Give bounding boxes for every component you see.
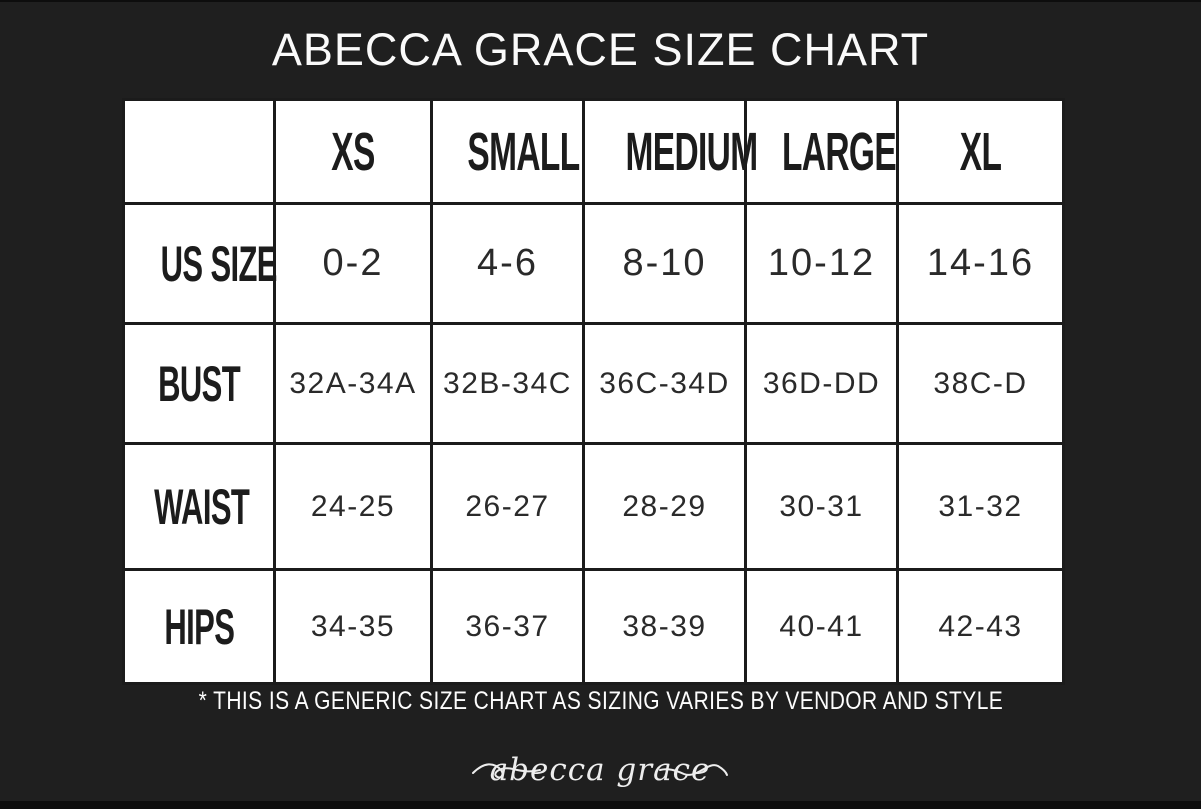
flourish-left-icon [472,763,541,779]
header-cell-small: SMALL [430,98,585,205]
header-label: MEDIUM [625,121,758,182]
signature-text: abecca grace [490,752,711,788]
brand-signature: abecca grace [470,735,730,805]
bottom-edge-strip [0,801,1201,809]
table-cell: 38-39 [582,568,747,685]
row-label: US SIZE [160,235,278,292]
header-label: XL [959,121,1002,182]
table-cell: 28-29 [582,442,747,571]
header-label: LARGE [781,121,897,182]
row-label-cell-us-size: US SIZE [122,202,278,325]
table-header-row: XS SMALL MEDIUM LARGE XL [122,98,1065,205]
table-cell: 8-10 [582,202,747,325]
header-label: SMALL [467,121,580,182]
header-cell-xl: XL [896,98,1065,205]
table-cell: 26-27 [430,442,585,571]
footnote: * THIS IS A GENERIC SIZE CHART AS SIZING… [0,687,1201,716]
table-cell: 4-6 [430,202,585,325]
header-label: XS [331,121,375,182]
table-cell: 32A-34A [273,322,433,445]
header-cell-medium: MEDIUM [582,98,758,205]
row-label: BUST [158,355,241,412]
table-cell: 36-37 [430,568,585,685]
table-cell: 24-25 [273,442,433,571]
row-label-cell-waist: WAIST [122,442,276,571]
page-title: ABECCA GRACE SIZE CHART [271,24,930,75]
table-row-hips: HIPS 34-35 36-37 38-39 40-41 42-43 [122,568,1065,685]
table-cell: 14-16 [896,202,1065,325]
footnote-text: * THIS IS A GENERIC SIZE CHART AS SIZING… [198,687,1003,715]
table-cell: 10-12 [744,202,899,325]
row-label: HIPS [164,598,234,655]
header-cell-large: LARGE [744,98,899,205]
table-cell: 38C-D [896,322,1065,445]
row-label-cell-hips: HIPS [122,568,276,685]
size-chart-table: XS SMALL MEDIUM LARGE XL US SIZE 0-2 4-6… [122,98,1065,685]
flourish-right-icon [659,764,728,776]
header-cell-xs: XS [273,98,433,205]
table-row-bust: BUST 32A-34A 32B-34C 36C-34D 36D-DD 38C-… [122,322,1065,445]
table-cell: 42-43 [896,568,1065,685]
top-edge-strip [0,0,1201,2]
row-label-cell-bust: BUST [122,322,276,445]
corner-cell [122,98,276,205]
signature-svg: abecca grace [472,752,728,788]
table-cell: 30-31 [744,442,899,571]
table-cell: 36C-34D [582,322,747,445]
table-cell: 0-2 [273,202,433,325]
table-cell: 32B-34C [430,322,585,445]
table-cell: 36D-DD [744,322,899,445]
table-cell: 34-35 [273,568,433,685]
table-row-waist: WAIST 24-25 26-27 28-29 30-31 31-32 [122,442,1065,571]
table-row-us-size: US SIZE 0-2 4-6 8-10 10-12 14-16 [122,202,1065,325]
table-cell: 40-41 [744,568,899,685]
row-label: WAIST [154,478,250,535]
table-cell: 31-32 [896,442,1065,571]
